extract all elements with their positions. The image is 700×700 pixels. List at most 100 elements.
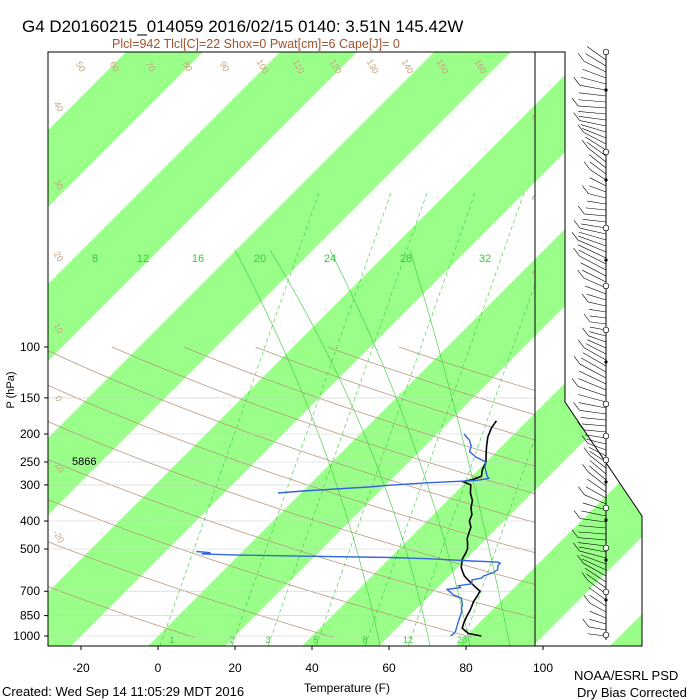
wind-barb (589, 594, 607, 607)
wind-barb (584, 213, 607, 217)
credit-line-2: Dry Bias Corrected (577, 685, 687, 700)
wind-barb (587, 301, 607, 307)
wind-barb (578, 370, 607, 385)
wind-barb-flag (582, 185, 589, 194)
calm-wind-circle (602, 504, 610, 512)
adiabat-left-label: 20 (52, 250, 66, 264)
wind-barb-flag (581, 572, 589, 581)
temperature-band (456, 567, 535, 646)
x-tick-label: 0 (155, 661, 162, 675)
y-tick-label: 300 (20, 478, 40, 492)
wind-barb-flag (577, 555, 584, 564)
sounding-profiles (196, 420, 502, 637)
x-tick-label: 60 (382, 661, 396, 675)
wind-barb (578, 249, 607, 265)
wind-barb (581, 510, 607, 517)
calm-wind-circle (602, 456, 610, 464)
dry-adiabat-line (48, 421, 535, 585)
wind-barb (589, 321, 607, 325)
mixing-ratio-line (315, 189, 477, 646)
isotherm-right-label: 30 (528, 106, 549, 127)
y-axis-ticks: 100 150 200 250 300 400 500 700 850 1000 (13, 340, 48, 643)
temperature-bands (48, 52, 535, 646)
wind-barb (579, 409, 607, 415)
adiabat-top-label: 60 (108, 60, 122, 74)
y-tick-label: 400 (20, 514, 40, 528)
wind-barb (588, 335, 607, 343)
wind-barb (588, 193, 607, 199)
wind-barb (578, 92, 607, 97)
calm-wind-circle (602, 48, 610, 56)
wind-dot (604, 558, 608, 562)
wind-barb (579, 85, 607, 91)
wind-barb (577, 105, 607, 109)
wind-barb (578, 231, 607, 241)
dry-adiabat-line (48, 586, 195, 638)
wind-barb (585, 285, 607, 295)
wind-barb-flag (571, 378, 579, 387)
dry-adiabat-line (48, 384, 535, 554)
x-tick-label: 20 (228, 661, 242, 675)
wind-barb-flag (571, 232, 579, 241)
wind-barb (585, 486, 607, 499)
adiabat-top-label: 80 (181, 60, 195, 74)
wind-barb-flag (578, 339, 585, 349)
wind-barb (578, 244, 607, 259)
wind-barb (578, 402, 607, 409)
wind-barb (584, 347, 607, 361)
wind-barb (583, 60, 607, 73)
moist-adiabat-line (329, 249, 471, 646)
mixing-ratio-bottom-label: 5 (313, 635, 318, 645)
wind-barb (589, 177, 607, 187)
moist-adiabat-line (409, 249, 511, 646)
wind-barb (588, 308, 607, 313)
moist-adiabat-line (234, 249, 381, 646)
mixing-ratio-line (364, 189, 526, 646)
y-tick-label: 100 (20, 340, 40, 354)
wind-barb (589, 169, 607, 181)
wind-barb-flag (577, 124, 585, 133)
wind-barb-flag (577, 205, 585, 215)
x-tick-label: -20 (72, 661, 90, 675)
wind-barb (578, 542, 607, 547)
temperature-profile-line (459, 420, 498, 637)
wind-barb (586, 293, 607, 301)
y-tick-label: 250 (20, 455, 40, 469)
wind-barb (589, 618, 607, 625)
wind-barb-flag (577, 53, 585, 62)
mixing-ratio-line (159, 189, 321, 646)
calm-wind-circle (602, 432, 610, 440)
wind-barb-flag (573, 355, 581, 365)
isotherm-right-label: 20 (528, 186, 549, 207)
wind-barb (581, 558, 607, 571)
temperature-band (48, 52, 511, 515)
wind-barb-flag (573, 77, 581, 86)
wind-barb (585, 53, 607, 67)
adiabat-top-label: 70 (144, 60, 158, 74)
mixing-ratio-bottom-label: 1 (169, 635, 174, 645)
wind-barb (583, 132, 607, 145)
mixing-ratio-label: 16 (192, 253, 204, 265)
wind-barb (589, 460, 607, 475)
adiabat-left-label: 0 (53, 394, 64, 403)
dry-adiabat-line (48, 499, 473, 638)
wind-barb (588, 587, 607, 601)
wind-barb (584, 494, 607, 505)
isotherm-right-label: 20 (582, 438, 603, 459)
wind-barb (588, 472, 607, 487)
wind-barb (583, 563, 607, 577)
wind-barb (580, 518, 607, 523)
created-timestamp: Created: Wed Sep 14 11:05:29 MDT 2016 (2, 684, 244, 699)
wind-barb-flag (571, 97, 579, 107)
dewpoint-profile-line (196, 550, 502, 637)
wind-barb (578, 546, 607, 553)
chart-title: G4 D20160215_014059 2016/02/15 0140: 3.5… (22, 17, 463, 36)
wind-barb (589, 161, 607, 175)
wind-panel-band (535, 52, 642, 646)
mixing-ratio-lines (159, 189, 535, 646)
dry-adiabat-line (183, 346, 535, 467)
wind-barb (582, 423, 607, 427)
temperature-band (48, 104, 535, 646)
wind-barb-flag (577, 421, 584, 430)
